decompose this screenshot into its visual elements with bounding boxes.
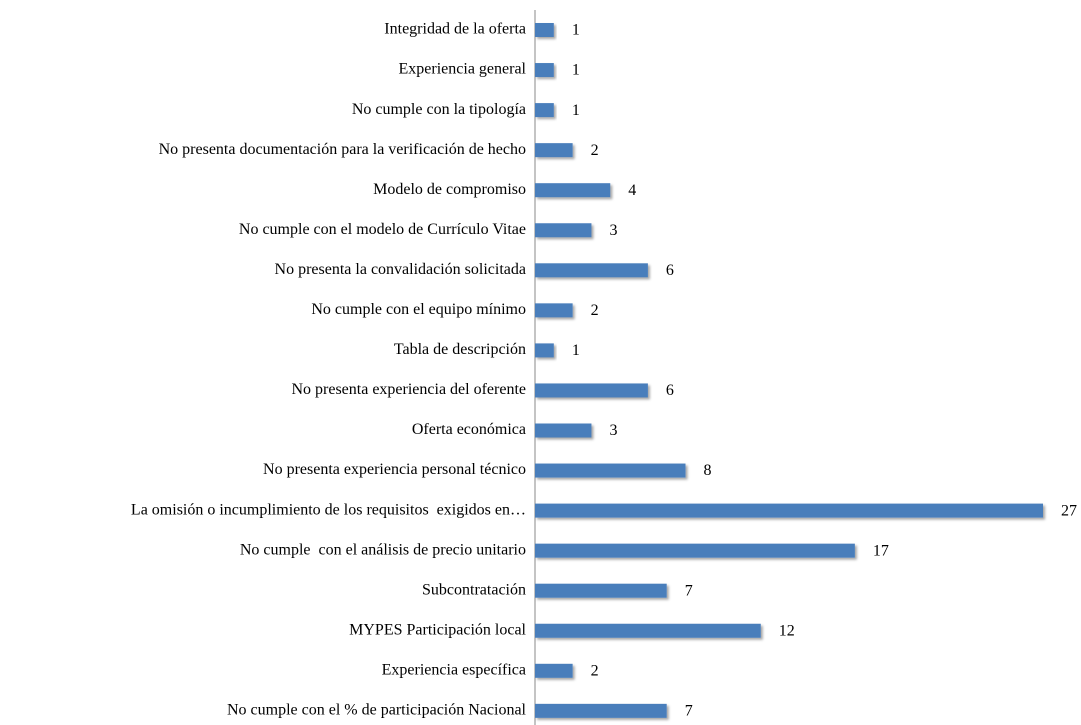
y-tick-label: Experiencia específica (382, 661, 526, 678)
data-label: 4 (628, 182, 636, 199)
data-label: 12 (779, 622, 795, 639)
y-tick-label: Oferta económica (412, 421, 526, 438)
bar (535, 143, 573, 158)
y-tick-label: MYPES Participación local (349, 621, 526, 638)
bar (535, 63, 554, 78)
bar (535, 583, 667, 598)
y-tick-label: No presenta experiencia personal técnico (263, 461, 526, 478)
data-label: 1 (572, 102, 580, 119)
bar (535, 103, 554, 118)
bar (535, 183, 611, 198)
data-label: 7 (685, 703, 693, 720)
y-tick-label: Integridad de la oferta (384, 21, 526, 38)
bar (535, 623, 761, 638)
y-tick-label: Modelo de compromiso (373, 181, 526, 198)
y-tick-label: No cumple con la tipología (352, 101, 526, 118)
bar (535, 423, 592, 438)
data-label: 2 (591, 302, 599, 319)
y-tick-label: Experiencia general (399, 61, 527, 78)
bar (535, 663, 573, 678)
data-label: 8 (704, 462, 712, 479)
bar (535, 303, 573, 318)
y-tick-label: Tabla de descripción (394, 341, 526, 358)
y-tick-label: No cumple con el modelo de Currículo Vit… (239, 221, 526, 238)
y-tick-label: No presenta experiencia del oferente (291, 381, 526, 398)
bar (535, 343, 554, 358)
data-label: 6 (666, 382, 674, 399)
data-label: 2 (591, 142, 599, 159)
data-label: 3 (609, 222, 617, 239)
bar (535, 263, 648, 278)
data-label: 1 (572, 22, 580, 39)
y-tick-label: La omisión o incumplimiento de los requi… (131, 501, 526, 518)
y-tick-label: No cumple con el % de participación Naci… (227, 702, 527, 719)
bar (535, 23, 554, 37)
bar (535, 503, 1043, 518)
data-label: 1 (572, 342, 580, 359)
data-label: 2 (591, 662, 599, 679)
bar (535, 463, 686, 478)
data-label: 7 (685, 582, 693, 599)
bar (535, 543, 855, 558)
bar (535, 223, 592, 238)
y-tick-label: No cumple con el equipo mínimo (311, 301, 526, 318)
y-tick-label: Subcontratación (422, 581, 526, 598)
data-label: 6 (666, 262, 674, 279)
data-label: 1 (572, 62, 580, 79)
data-label: 27 (1061, 502, 1077, 519)
y-tick-label: No presenta documentación para la verifi… (159, 141, 526, 158)
bar (535, 383, 648, 398)
data-label: 17 (873, 542, 889, 559)
y-tick-label: No presenta la convalidación solicitada (275, 261, 526, 278)
y-tick-label: No cumple con el análisis de precio unit… (240, 541, 526, 558)
data-label: 3 (609, 422, 617, 439)
bar (535, 703, 667, 718)
